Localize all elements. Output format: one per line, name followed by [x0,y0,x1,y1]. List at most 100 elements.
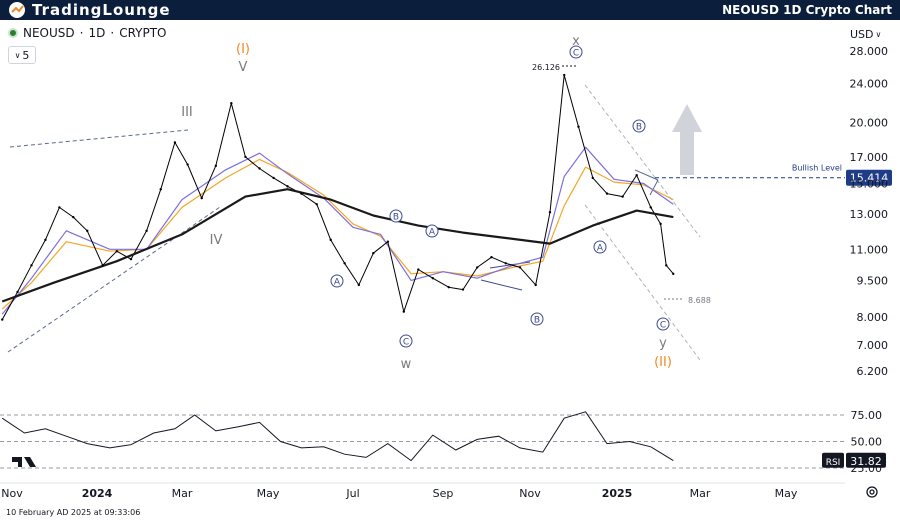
symbol-name: NEOUSD [23,26,75,40]
wave-label-C: C [403,338,409,348]
symbol-logo-icon [8,28,18,38]
wave-label-III: III [181,105,193,120]
x-axis-tick: May [775,487,798,500]
rsi-line [1,411,674,462]
price-point [386,240,390,243]
price-point [214,164,218,168]
bullish-level-label: Bullish Level [792,164,842,173]
logo-icon [9,2,25,18]
price-chart[interactable]: Bullish Level 15.414 26.126 8.688 (I) V III IV… [0,20,900,502]
tradingview-logo-icon [12,457,36,467]
wave-label-A: A [429,228,436,238]
price-point [258,167,261,170]
wave-label-A: A [597,244,604,254]
wave-label-C-circle [569,45,583,59]
logo: TradingLounge [8,1,171,19]
chart-title: NEOUSD 1D Crypto Chart [722,3,892,17]
y-axis-tick: 20.000 [850,116,889,129]
trendline [9,129,189,148]
rsi-label-badge [822,452,844,468]
symbol-info[interactable]: NEOUSD · 1D · CRYPTO [8,26,166,40]
price-point [159,188,162,191]
separator: · [79,26,84,40]
x-axis-tick: Mar [690,487,711,500]
wave-label-x: x [572,34,580,49]
rsi-axis-tick: 50.00 [851,436,883,449]
price-point [357,283,361,287]
price-point [563,73,566,77]
price-point [16,290,19,294]
price-point [300,192,303,195]
price-point [186,163,189,166]
price-point [244,155,247,159]
wave-label-C-circle [656,317,670,331]
pattern-line [634,169,659,181]
rsi-value-badge [846,452,886,468]
price-point [1,318,4,321]
low-price-label: 8.688 [688,296,711,305]
currency-selector[interactable]: USD ∨ [850,26,882,42]
wave-label-B-circle [632,119,646,133]
price-point [72,215,75,219]
price-point [402,310,406,313]
price-point [200,196,203,200]
bullish-level-badge [846,169,892,186]
price-point [490,255,493,259]
interval[interactable]: 1D [88,26,106,40]
y-axis-tick: 28.000 [850,45,889,58]
price-point [649,206,652,209]
y-axis-tick: 8.000 [857,311,889,324]
x-axis-tick: 2025 [602,487,633,500]
wave-label-y: y [659,336,667,351]
y-axis-tick: 6.200 [857,365,889,378]
price-point [58,206,61,209]
price-point [431,277,435,280]
x-axis-tick: Nov [519,487,541,500]
wave-label-A-circle [330,274,344,288]
price-point [605,192,609,195]
price-point [417,268,420,271]
x-axis-tick: 2024 [82,487,113,500]
indicator-toggle-button[interactable]: ∨ 5 [8,46,36,64]
price-point [315,203,318,206]
x-axis-tick: Jul [345,487,359,500]
bullish-arrow-icon [672,104,702,175]
price-point [672,272,675,276]
wave-label-A-circle [593,240,607,254]
y-axis-tick: 9.500 [857,274,889,287]
price-point [30,264,33,267]
chevron-down-icon: ∨ [14,50,21,60]
price-point [621,195,624,198]
price-point [591,176,594,180]
separator: · [110,26,115,40]
price-point [534,283,537,287]
y-axis-tick: 7.000 [857,339,889,352]
wave-label-II: (II) [654,355,672,370]
wave-label-C: C [660,321,666,331]
x-axis-tick: Mar [172,487,193,500]
y-axis-tick: 15.000 [850,177,889,190]
market: CRYPTO [119,26,167,40]
wave-label-IV: IV [210,233,223,248]
rsi-label: RSI [826,458,841,468]
currency-label: USD [850,27,874,41]
y-axis-tick: 24.000 [850,78,889,91]
price-point [86,229,89,233]
price-point [145,229,148,233]
y-axis-tick: 13.000 [850,208,889,221]
price-point [635,173,638,177]
price-point [476,266,479,269]
wave-label-B: B [534,316,540,326]
wave-label-C-circle [399,334,413,348]
timestamp: 10 February AD 2025 at 09:33:06 [6,508,141,517]
logo-text: TradingLounge [32,1,171,19]
price-point [548,211,552,214]
price-point [329,238,332,242]
x-axis-tick: May [257,487,280,500]
x-axis-tick: Nov [1,487,23,500]
indicator-count: 5 [22,48,30,62]
rsi-axis-tick: 75.00 [851,409,883,422]
high-price-label: 26.126 [532,63,560,72]
y-axis-tick: 11.000 [850,243,889,256]
settings-gear-icon[interactable] [865,485,879,499]
